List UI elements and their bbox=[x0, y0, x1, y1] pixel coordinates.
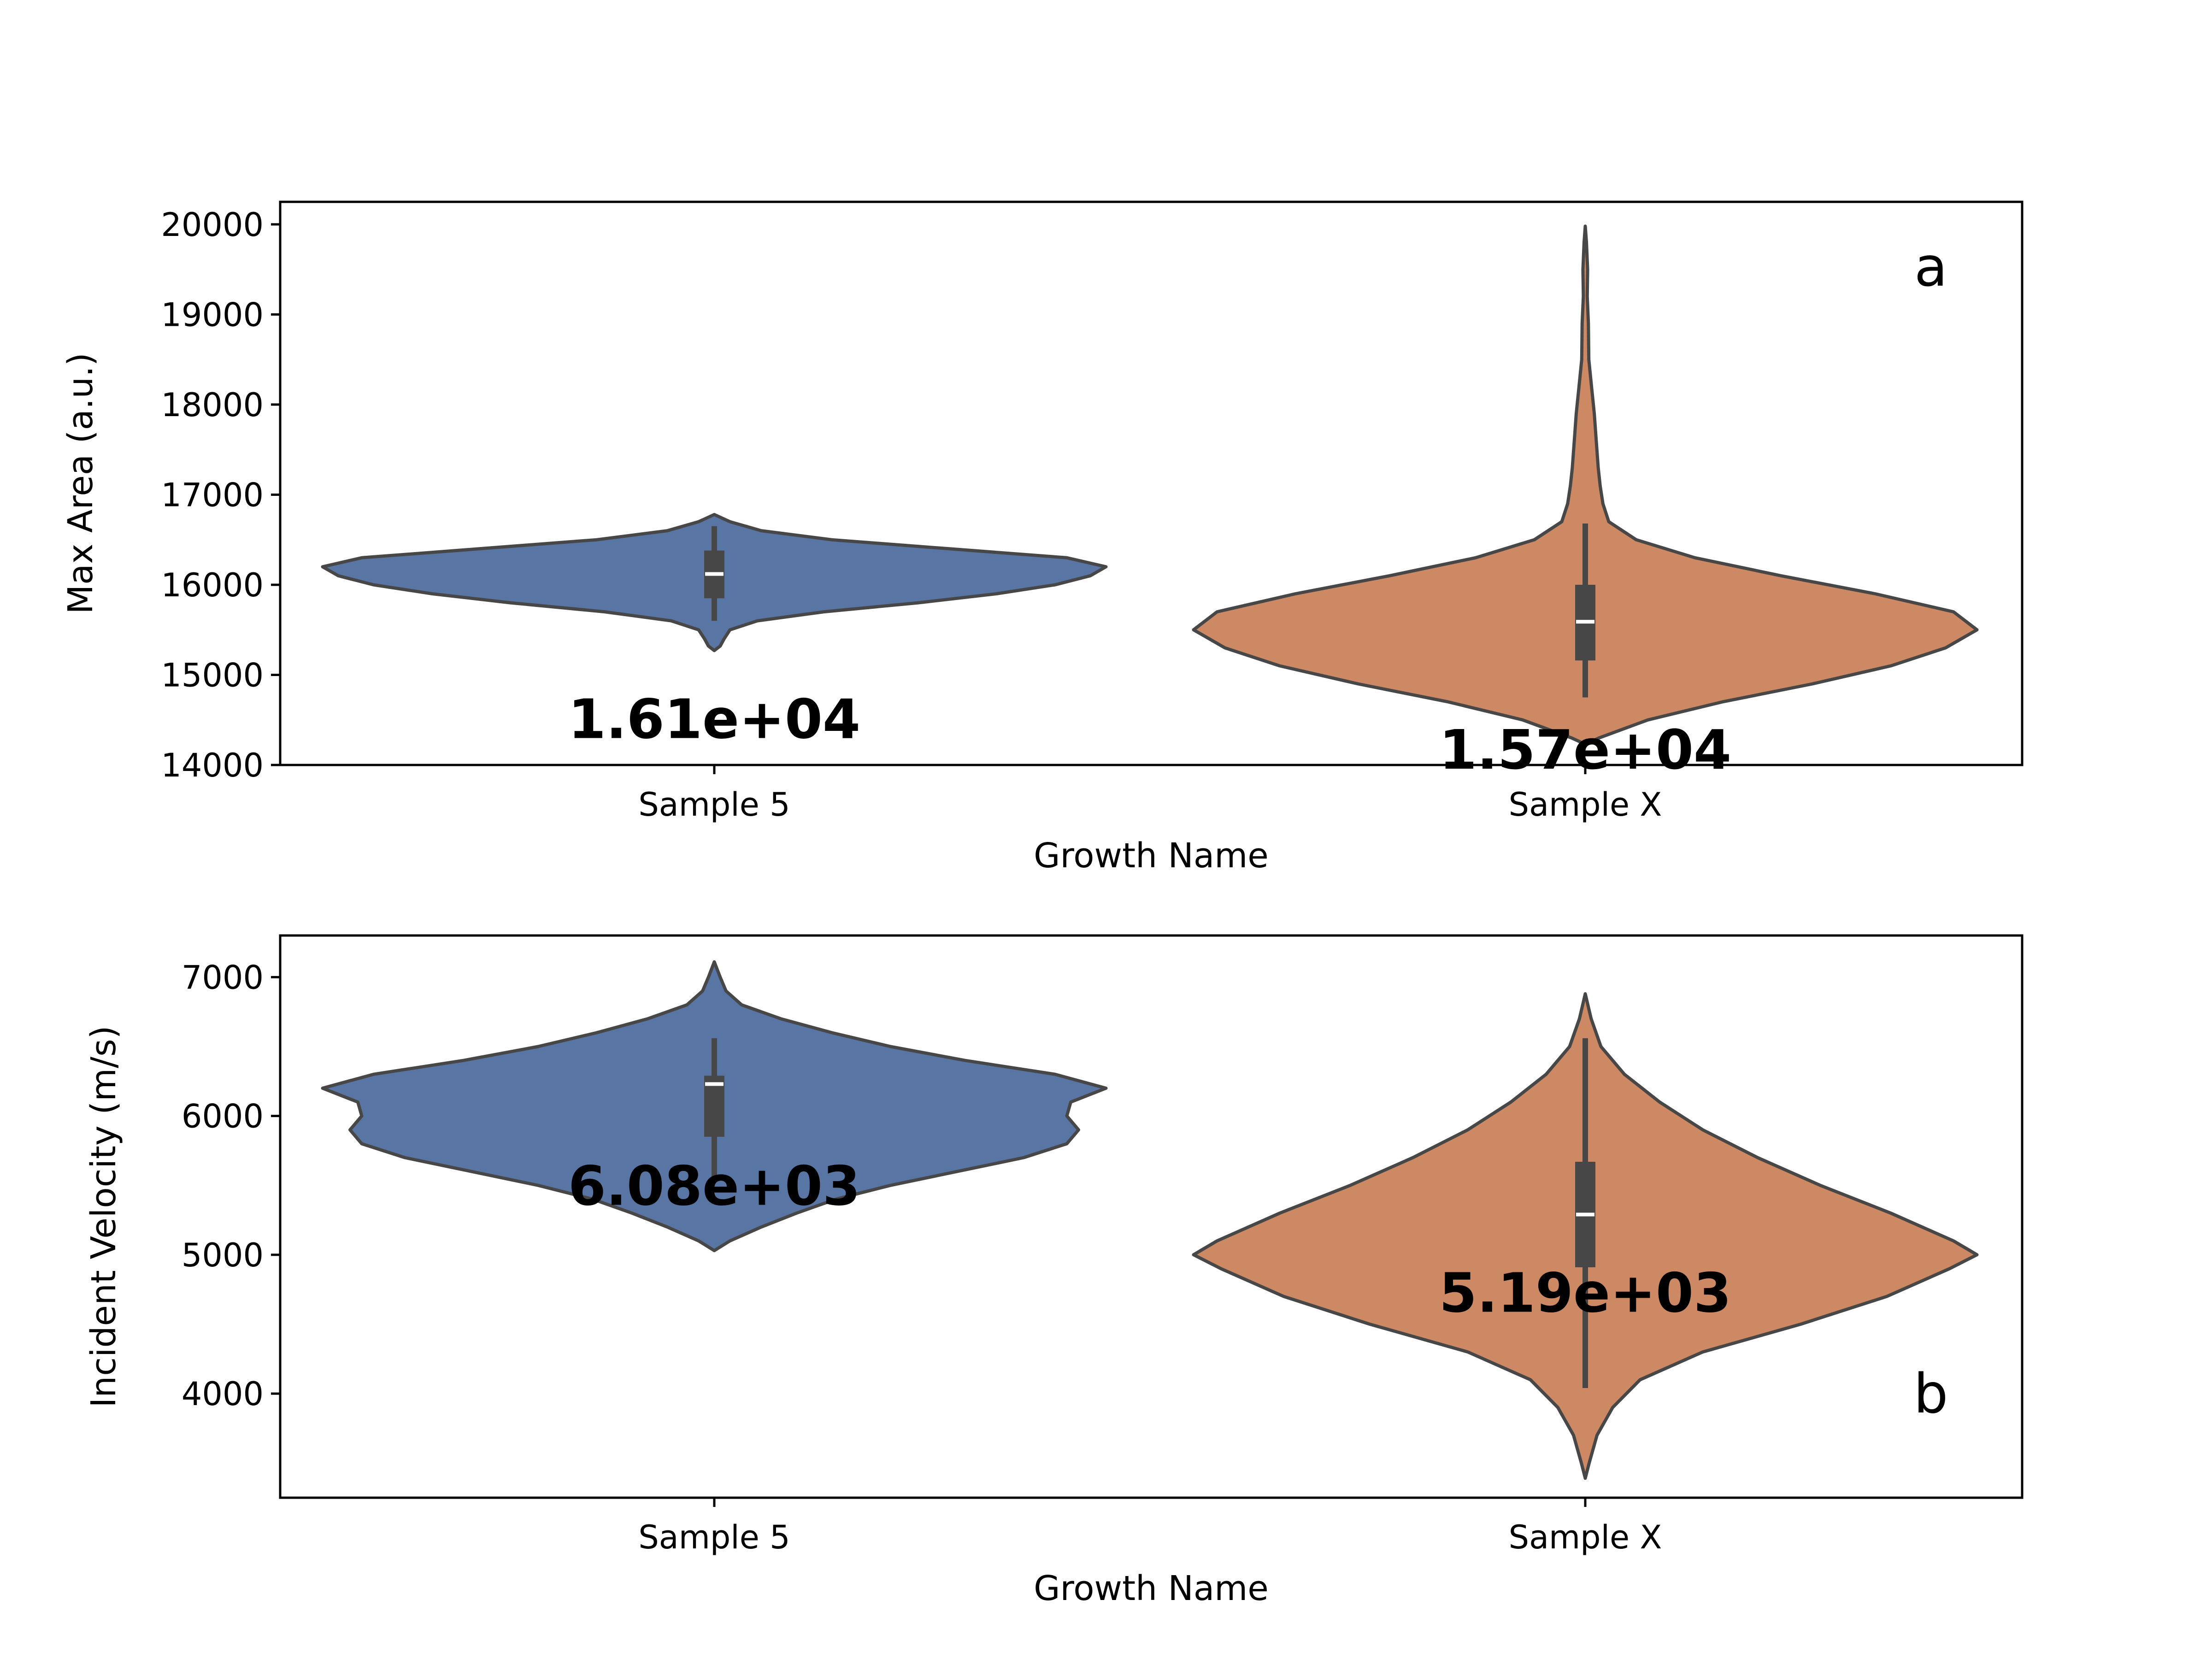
y-tick-label: 19000 bbox=[161, 296, 264, 334]
x-axis-label: Growth Name bbox=[1034, 1569, 1269, 1608]
x-tick-label: Sample 5 bbox=[638, 786, 790, 824]
y-tick-label: 17000 bbox=[161, 476, 264, 514]
panel-b: 6.08e+03 5.19e+03 4000 5000 6000 7000 Sample 5… bbox=[84, 934, 2024, 1608]
panel-a: 1.61e+04 1.57e+04140001500016000170001800… bbox=[61, 200, 2024, 876]
y-tick-label: 16000 bbox=[161, 566, 264, 604]
axes-frame bbox=[279, 934, 2024, 1499]
y-axis-label: Incident Velocity (m/s) bbox=[84, 1025, 124, 1407]
y-tick-label: 15000 bbox=[161, 656, 264, 694]
y-tick-label: 6000 bbox=[182, 1098, 264, 1135]
median-value-label: 1.61e+04 bbox=[568, 687, 860, 751]
y-tick-label: 7000 bbox=[182, 959, 264, 996]
y-tick-label: 18000 bbox=[161, 386, 264, 424]
x-tick-label: Sample X bbox=[1509, 1518, 1662, 1556]
panel-letter: a bbox=[1914, 235, 1947, 299]
y-tick-label: 5000 bbox=[182, 1236, 264, 1274]
violin-sample-x bbox=[1192, 224, 1979, 746]
median-value-label: 5.19e+03 bbox=[1439, 1261, 1731, 1324]
panel-letter: b bbox=[1914, 1362, 1948, 1425]
y-tick-label: 20000 bbox=[161, 206, 264, 244]
y-axis-label: Max Area (a.u.) bbox=[61, 353, 100, 614]
y-tick-label: 14000 bbox=[161, 747, 264, 784]
y-tick-label: 4000 bbox=[182, 1375, 264, 1413]
x-tick-label: Sample 5 bbox=[638, 1518, 790, 1556]
x-axis-label: Growth Name bbox=[1034, 836, 1269, 876]
median-value-label: 6.08e+03 bbox=[568, 1154, 860, 1218]
iqr-box bbox=[704, 1076, 724, 1137]
x-tick-label: Sample X bbox=[1509, 786, 1662, 824]
axes-frame bbox=[279, 200, 2024, 766]
